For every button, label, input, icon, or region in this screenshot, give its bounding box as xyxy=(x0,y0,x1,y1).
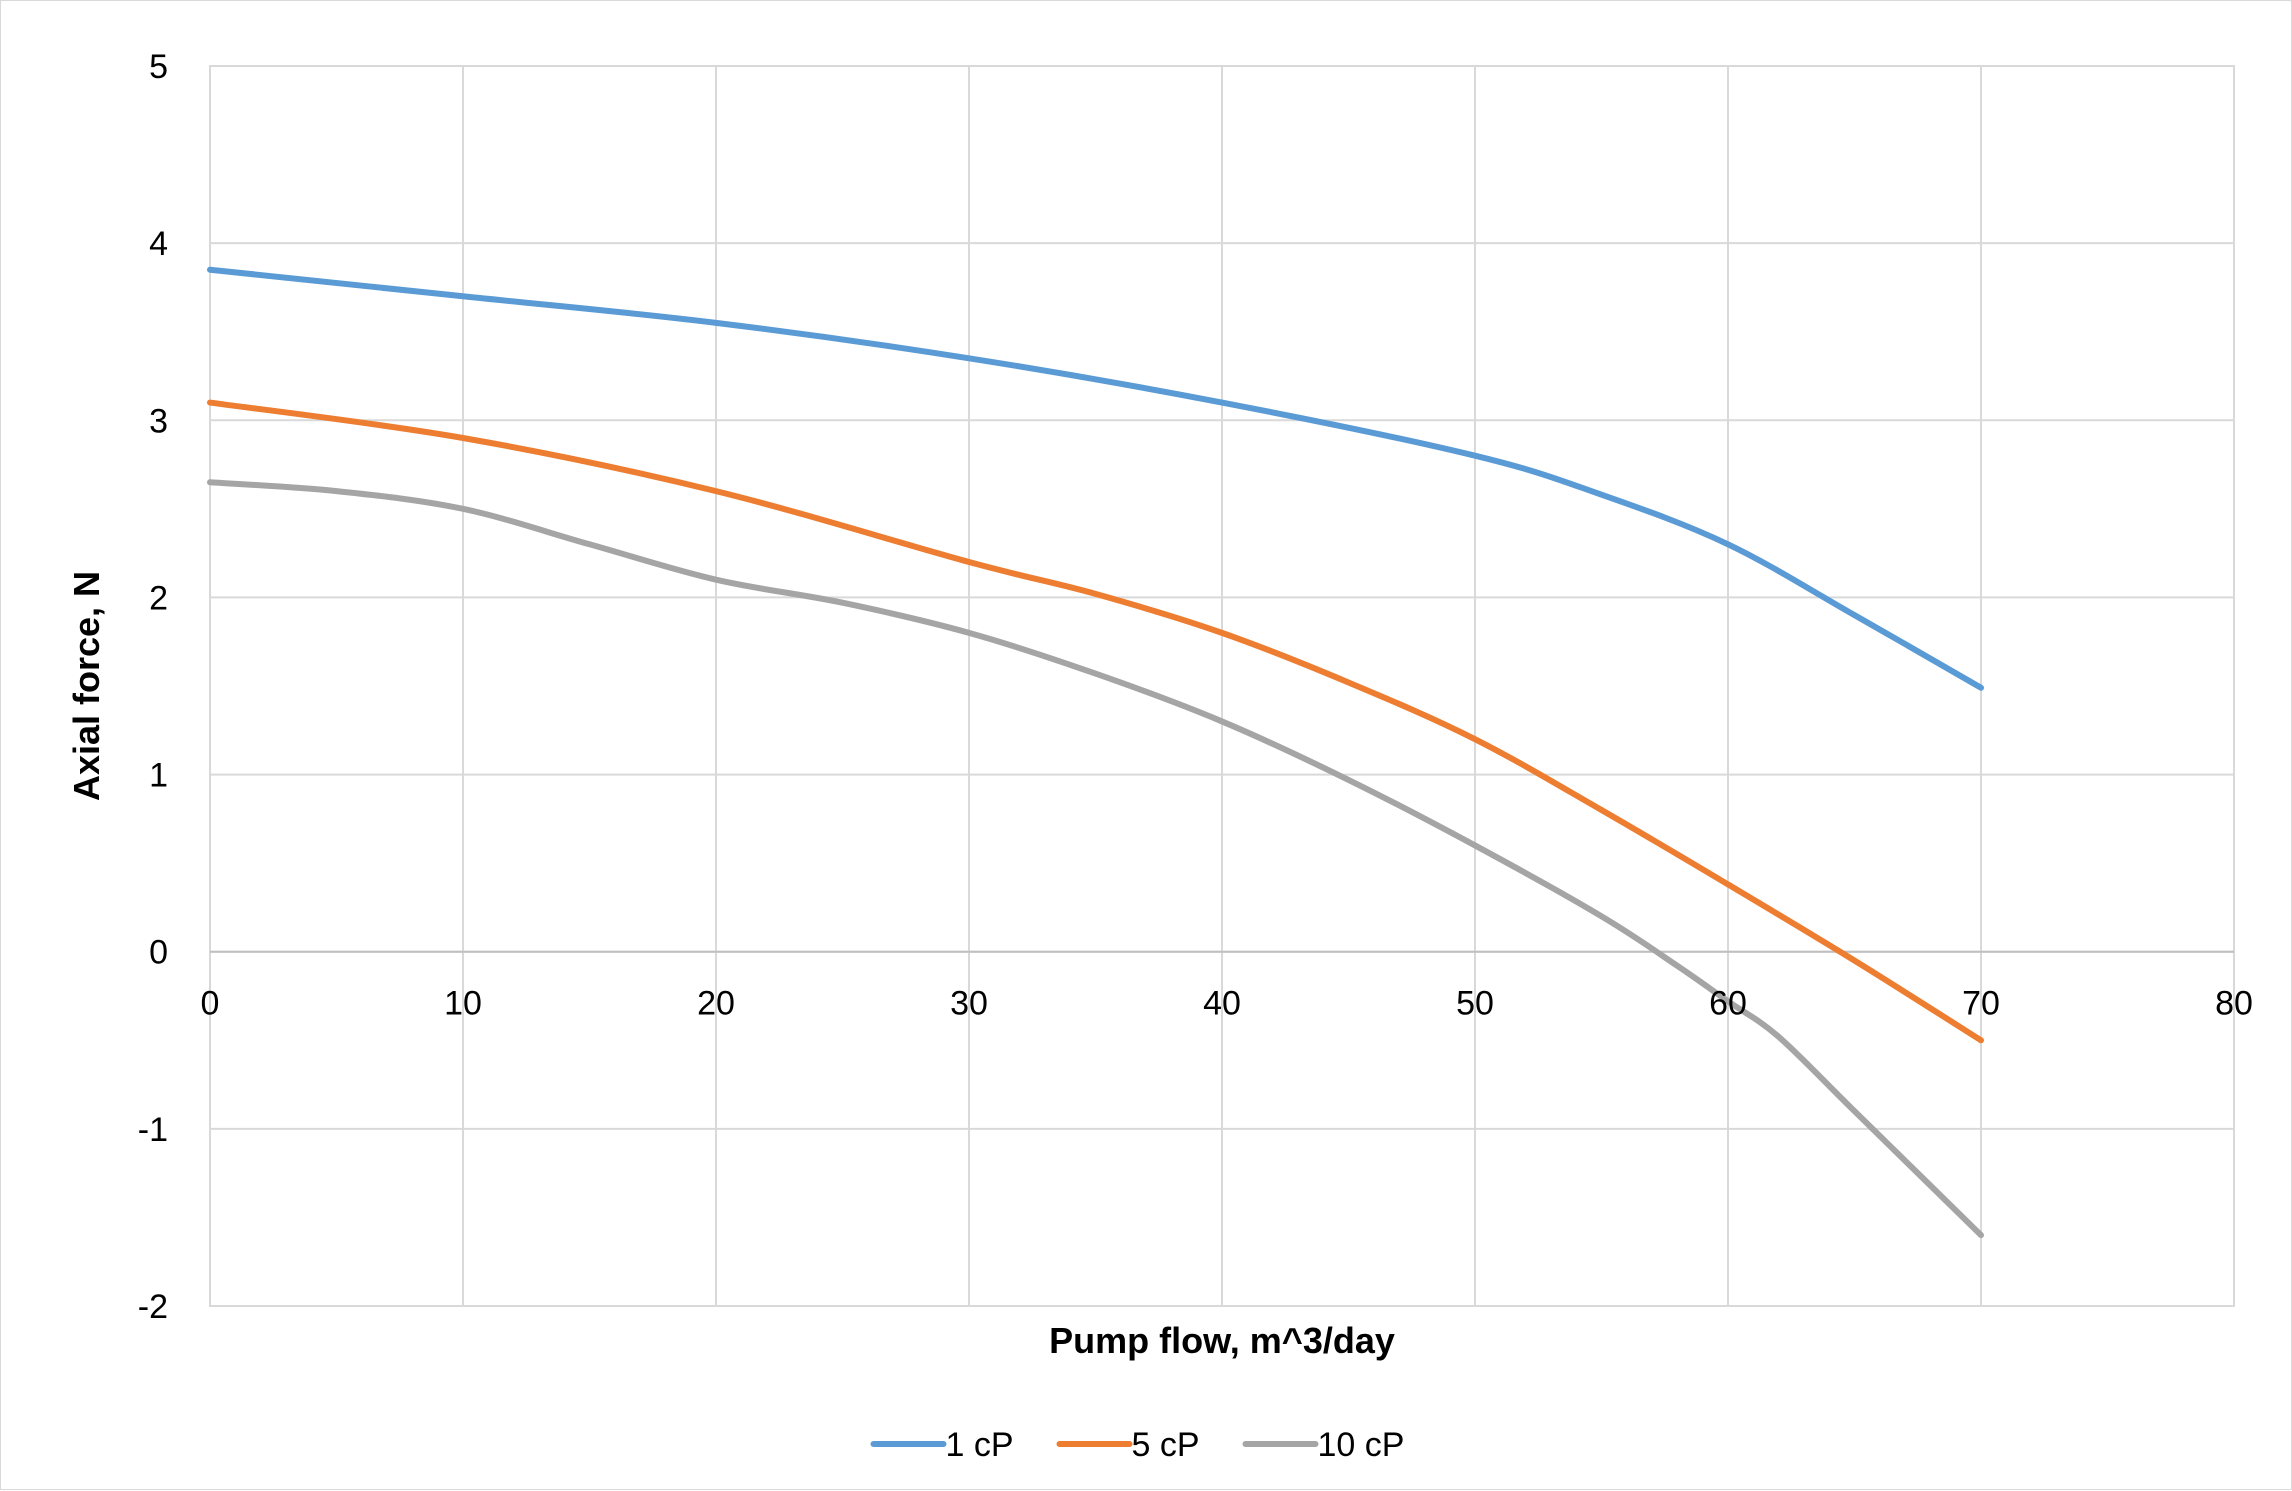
x-tick-label: 80 xyxy=(2215,985,2253,1023)
y-tick-label: 3 xyxy=(149,402,168,440)
series-lines xyxy=(207,266,1984,1239)
x-tick-label: 60 xyxy=(1709,985,1747,1023)
legend-label-3: 10 cP xyxy=(1318,1426,1405,1464)
series-line-3 xyxy=(207,479,1984,1239)
grid-lines xyxy=(209,65,2235,1307)
x-tick-label: 70 xyxy=(1962,985,2000,1023)
y-tick-label: 2 xyxy=(149,579,168,617)
legend: 1 cP 5 cP 10 cP xyxy=(870,1426,1405,1464)
x-axis-title: Pump flow, m^3/day xyxy=(1049,1320,1395,1361)
x-tick-label: 40 xyxy=(1203,985,1241,1023)
x-tick-label: 10 xyxy=(444,985,482,1023)
x-tick-label: 20 xyxy=(697,985,735,1023)
x-tick-label: 50 xyxy=(1456,985,1494,1023)
legend-label-1: 1 cP xyxy=(946,1426,1014,1464)
x-tick-label: 0 xyxy=(201,985,220,1023)
y-tick-label: 5 xyxy=(149,48,168,86)
y-tick-label: 1 xyxy=(149,757,168,795)
x-tick-label: 30 xyxy=(950,985,988,1023)
y-tick-label: 4 xyxy=(149,225,168,263)
y-axis-title: Axial force, N xyxy=(66,571,107,801)
series-line-1 xyxy=(207,266,1984,691)
legend-label-2: 5 cP xyxy=(1132,1426,1200,1464)
series-line-2 xyxy=(207,399,1984,1044)
y-tick-label: -2 xyxy=(138,1288,168,1326)
y-tick-label: -1 xyxy=(138,1111,168,1149)
y-tick-label: 0 xyxy=(149,934,168,972)
